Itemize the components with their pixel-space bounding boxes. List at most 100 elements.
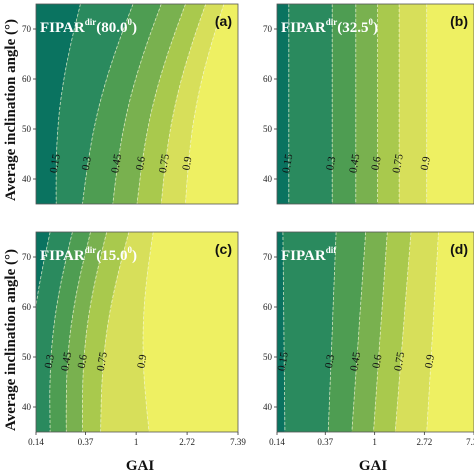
panel-d-ytick-label-0: 40 xyxy=(263,402,273,412)
panel-b-ytick-label-0: 40 xyxy=(263,174,273,184)
panel-b-contour-label-3: 0.6 xyxy=(369,155,383,171)
panel-a-ytick-label-3: 70 xyxy=(22,24,32,34)
panel-b-band-3 xyxy=(355,4,378,204)
panel-b-ytick-label-1: 50 xyxy=(263,124,273,134)
panel-b-contour-label-5: 0.9 xyxy=(419,155,433,171)
panel-b-letter: (b) xyxy=(450,13,468,29)
panel-d-frame xyxy=(276,231,474,433)
panel-b-ytick-label-2: 60 xyxy=(263,74,273,84)
panel-a-band-2 xyxy=(82,4,162,204)
panel-a-contour-label-2: 0.45 xyxy=(109,152,124,174)
panel-d-contour-0 xyxy=(282,232,286,432)
panel-d-contour-label-3: 0.6 xyxy=(370,353,384,369)
panel-c-contour-label-4: 0.9 xyxy=(135,353,149,369)
panel-d-contour-label-2: 0.45 xyxy=(348,350,363,372)
panel-d-ytick-label-1: 50 xyxy=(263,352,273,362)
panel-d-contour-label-5: 0.9 xyxy=(423,353,437,369)
panel-b-title: FIPARdir(32.50) xyxy=(281,17,378,36)
panel-a-contour-5 xyxy=(185,4,225,204)
panel-b-title-deg: 0 xyxy=(368,17,373,27)
panel-d-contour-label-0: 0.15 xyxy=(276,350,291,372)
panel-c-title-rest: (15.0 xyxy=(96,248,127,264)
panel-a-ytick-label-1: 50 xyxy=(22,124,32,134)
panel-c-xtick-label-0: 0.14 xyxy=(28,437,44,447)
panel-c-contour-label-1: 0.45 xyxy=(59,350,74,372)
panel-d-contour-1 xyxy=(327,232,337,432)
panel-c-band-1 xyxy=(36,232,73,432)
panel-c-title-deg: 0 xyxy=(127,245,132,255)
panel-b-contour-label-1: 0.3 xyxy=(324,155,338,171)
panel-b-band-5 xyxy=(399,4,427,204)
panel-c-band-0 xyxy=(36,232,51,307)
panel-d-title-sup: dif xyxy=(326,245,338,255)
panel-d-title-main: FIPAR xyxy=(281,248,326,264)
panel-d-contour-label-1: 0.3 xyxy=(323,353,337,369)
panel-c-xtick-label-3: 2.72 xyxy=(179,437,195,447)
panel-a-title-rest: (80.0 xyxy=(96,20,127,36)
panel-c-title: FIPARdir(15.00) xyxy=(40,245,137,264)
panel-b: 0.15 0.3 0.45 0.6 0.75 0.9 40 50 60 70 FIPARdir(32… xyxy=(263,3,474,205)
panel-c-title-main: FIPAR xyxy=(40,248,85,264)
panel-a-contour-0 xyxy=(55,4,81,204)
panel-c-band-5 xyxy=(100,232,154,432)
panel-a-band-3 xyxy=(112,4,186,204)
panel-a-title-close: ) xyxy=(132,20,137,36)
panel-a-band-0 xyxy=(36,4,81,204)
panel-c-title-sup: dir xyxy=(85,245,97,255)
panel-b-band-0 xyxy=(277,4,289,204)
panel-a-contour-label-0: 0.15 xyxy=(48,152,63,174)
xlabel-right: GAI xyxy=(359,458,388,474)
panel-d-contour-2 xyxy=(351,232,366,432)
panel-d-bands xyxy=(277,232,474,432)
panel-b-band-1 xyxy=(288,4,333,204)
panel-c-bands xyxy=(36,232,238,432)
panel-a-contour-label-4: 0.75 xyxy=(157,152,172,174)
panel-a-title-deg: 0 xyxy=(127,17,132,27)
panel-a-contour-label-3: 0.6 xyxy=(134,155,148,171)
panel-c-ytick-label-2: 60 xyxy=(22,302,32,312)
panel-d-xtick-label-0: 0.14 xyxy=(269,437,285,447)
panel-d-xtick-label-4: 7.39 xyxy=(466,437,474,447)
panel-d-band-0 xyxy=(277,232,285,432)
panel-a-band-1 xyxy=(56,4,133,204)
panel-c-title-close: ) xyxy=(132,248,137,264)
panel-d-band-4 xyxy=(373,232,411,432)
panel-b-title-sup: dir xyxy=(326,17,338,27)
panel-d-ytick-label-3: 70 xyxy=(263,252,273,262)
panel-c: 0.3 0.45 0.6 0.75 0.9 40 50 60 70 0.14 0.37 1 2.72 7.… xyxy=(22,231,246,447)
panel-b-bands xyxy=(277,4,474,204)
panel-d-ytick-label-2: 60 xyxy=(263,302,273,312)
panel-d-band-1 xyxy=(282,232,337,432)
panel-a-band-6 xyxy=(185,4,238,204)
panel-c-contour-5 xyxy=(142,232,154,432)
panel-a-title-main: FIPAR xyxy=(40,20,85,36)
panel-d-band-6 xyxy=(426,232,474,432)
panel-b-title-main: FIPAR xyxy=(281,20,326,36)
panel-c-contour-3 xyxy=(82,232,108,432)
ylabel-top: Average inclination angle (°) xyxy=(3,19,19,201)
panel-d-xtick-label-3: 2.72 xyxy=(416,437,432,447)
panel-d-title: FIPARdif xyxy=(281,245,337,264)
panel-d-xtick-label-2: 1 xyxy=(372,437,377,447)
panel-c-contour-4 xyxy=(100,232,130,432)
panel-b-contour-label-0: 0.15 xyxy=(280,152,295,174)
panel-b-band-6 xyxy=(426,4,474,204)
panel-d-band-2 xyxy=(328,232,366,432)
panel-d: 0.15 0.3 0.45 0.6 0.75 0.9 40 50 60 70 0.14 0.37 1 2.… xyxy=(263,231,474,447)
panel-b-contour-label-4: 0.75 xyxy=(391,152,406,174)
panel-b-contour-label-2: 0.45 xyxy=(347,152,362,174)
panel-a-ytick-label-0: 40 xyxy=(22,174,32,184)
panel-c-band-6 xyxy=(143,232,238,432)
panel-d-contour-label-4: 0.75 xyxy=(392,350,407,372)
panel-a-contour-label-1: 0.3 xyxy=(80,155,94,171)
panel-b-ytick-label-3: 70 xyxy=(263,24,273,34)
panel-b-frame xyxy=(276,3,474,205)
panel-c-contour-2 xyxy=(65,232,91,432)
panel-c-ytick-label-1: 50 xyxy=(22,352,32,362)
panel-a: 0.15 0.3 0.45 0.6 0.75 0.9 40 50 60 70 FIPARdir(80… xyxy=(22,3,239,205)
panel-d-xtick-label-1: 0.37 xyxy=(317,437,333,447)
panel-b-band-2 xyxy=(332,4,356,204)
ylabel-bottom: Average inclination angle (°) xyxy=(3,249,19,431)
panel-b-title-close: ) xyxy=(373,20,378,36)
